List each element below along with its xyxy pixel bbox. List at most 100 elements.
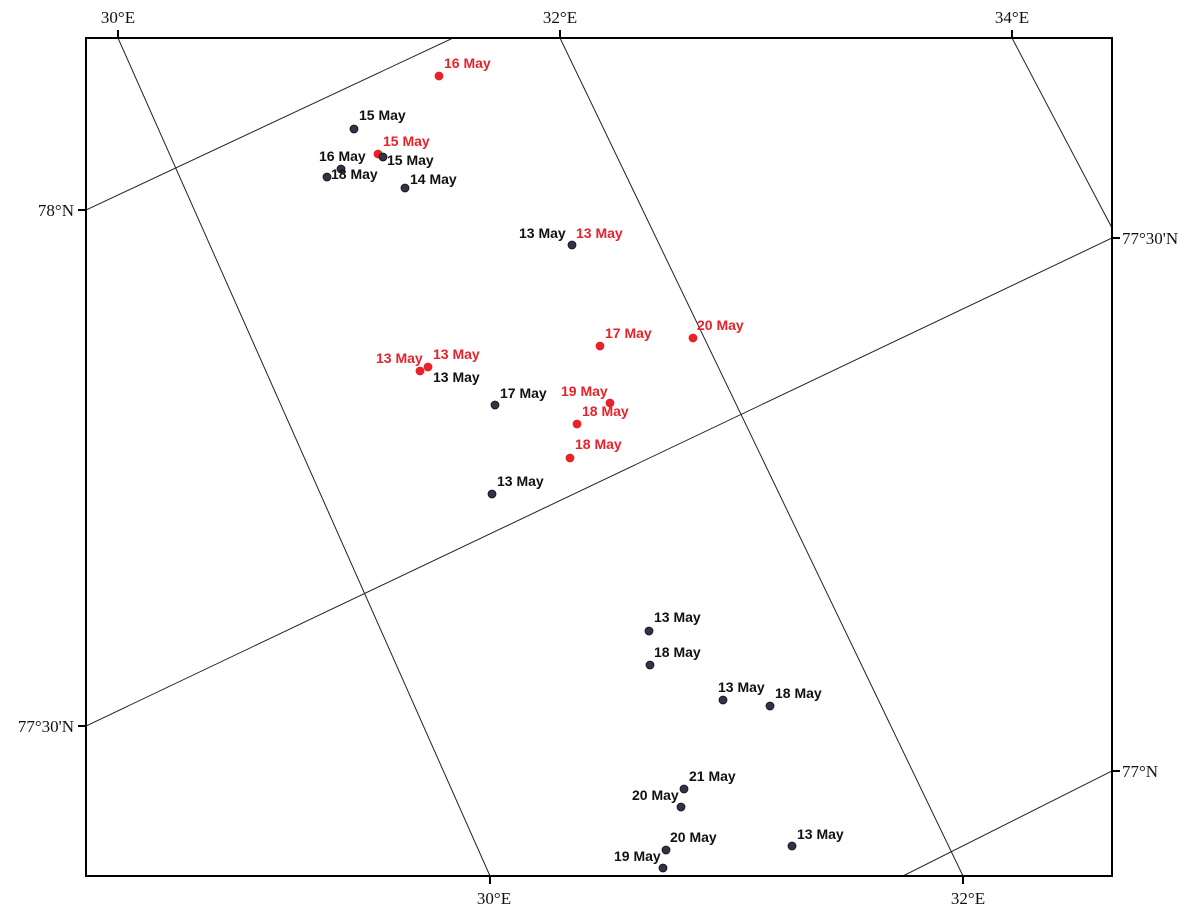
obs-marker — [595, 341, 605, 351]
observation-point: 18 May — [572, 403, 629, 429]
observation-point: 13 May — [423, 346, 480, 372]
map-frame — [85, 37, 1113, 877]
obs-marker — [423, 362, 433, 372]
observation-point: 15 May — [378, 152, 434, 168]
observation-point: 19 May — [614, 848, 668, 873]
obs-label: 20 May — [670, 829, 717, 845]
observation-point: 13 May — [787, 826, 844, 851]
observation-point: 13 May — [519, 225, 577, 250]
observation-point: 20 May — [688, 317, 744, 343]
parallel-line-77-30n — [86, 237, 1112, 727]
observation-point: 13 May — [376, 350, 425, 376]
obs-marker — [565, 453, 575, 463]
obs-label: 13 May — [376, 350, 423, 366]
obs-label: 14 May — [410, 171, 457, 187]
obs-label: 21 May — [689, 768, 736, 784]
top-label-34e: 34°E — [995, 8, 1029, 27]
right-label-77-30n: 77°30'N — [1122, 229, 1178, 248]
observation-layer: 16 May 15 May 15 May 16 May 15 May 18 Ma… — [319, 55, 844, 873]
obs-label: 13 May — [519, 225, 566, 241]
observation-point: 16 May — [434, 55, 491, 81]
obs-marker — [765, 701, 775, 711]
obs-label: 17 May — [500, 385, 547, 401]
obs-label: 18 May — [582, 403, 629, 419]
meridian-line-34e-upper — [1011, 38, 1112, 229]
obs-marker — [349, 124, 359, 134]
obs-label: 13 May — [433, 346, 480, 362]
obs-label: 13 May — [433, 369, 480, 385]
observation-point: 13 May — [487, 473, 544, 499]
observation-point: 17 May — [595, 325, 652, 351]
left-label-78n: 78°N — [38, 201, 74, 220]
obs-label: 13 May — [718, 679, 765, 695]
obs-label: 18 May — [331, 166, 378, 182]
obs-label: 13 May — [797, 826, 844, 842]
obs-label: 15 May — [387, 152, 434, 168]
top-label-30e: 30°E — [101, 8, 135, 27]
observation-point: 19 May — [561, 383, 615, 408]
obs-marker — [787, 841, 797, 851]
observation-point: 21 May — [679, 768, 736, 794]
parallel-line-77n — [902, 770, 1112, 876]
obs-label: 16 May — [444, 55, 491, 71]
obs-label: 16 May — [319, 148, 366, 164]
meridian-line-30e-upper — [117, 38, 491, 876]
observation-point: 20 May — [632, 787, 686, 812]
obs-marker — [567, 240, 577, 250]
obs-marker — [679, 784, 689, 794]
observation-point: 18 May — [765, 685, 822, 711]
obs-marker — [718, 695, 728, 705]
obs-label: 19 May — [614, 848, 661, 864]
observation-point: 17 May — [490, 385, 547, 410]
observation-point: 14 May — [400, 171, 457, 193]
observation-point: 13 May — [718, 679, 765, 705]
obs-marker — [605, 398, 615, 408]
parallel-line-78n — [86, 38, 454, 211]
observation-point: 13 May — [433, 369, 480, 385]
obs-label: 15 May — [359, 107, 406, 123]
meridian-line-32e-upper — [559, 38, 964, 876]
obs-label: 13 May — [654, 609, 701, 625]
observation-point: 15 May — [373, 133, 430, 159]
obs-marker — [490, 400, 500, 410]
obs-label: 20 May — [697, 317, 744, 333]
observation-point: 15 May — [349, 107, 406, 134]
obs-label: 13 May — [576, 225, 623, 241]
obs-label: 18 May — [654, 644, 701, 660]
observation-point: 13 May — [576, 225, 623, 241]
obs-marker — [644, 626, 654, 636]
observation-point: 18 May — [322, 166, 378, 182]
obs-label: 18 May — [775, 685, 822, 701]
observation-point: 18 May — [565, 436, 622, 463]
left-label-77-30n: 77°30'N — [18, 717, 74, 736]
bottom-label-30e: 30°E — [477, 889, 511, 908]
obs-marker — [434, 71, 444, 81]
obs-label: 17 May — [605, 325, 652, 341]
obs-label: 20 May — [632, 787, 679, 803]
obs-marker — [378, 152, 388, 162]
obs-label: 19 May — [561, 383, 608, 399]
obs-marker — [336, 164, 346, 174]
obs-label: 18 May — [575, 436, 622, 452]
axis-ticks — [78, 30, 1120, 884]
obs-marker — [322, 172, 332, 182]
axis-labels: 30°E 32°E 34°E 30°E 32°E 78°N 77°30'N 77… — [18, 8, 1178, 908]
obs-marker — [688, 333, 698, 343]
graticule — [86, 38, 1112, 876]
obs-marker — [676, 802, 686, 812]
observation-point: 18 May — [645, 644, 701, 670]
obs-marker — [487, 489, 497, 499]
observation-point: 20 May — [661, 829, 717, 855]
obs-marker — [661, 845, 671, 855]
obs-marker — [415, 366, 425, 376]
obs-marker — [400, 183, 410, 193]
obs-marker — [658, 863, 668, 873]
top-label-32e: 32°E — [543, 8, 577, 27]
observation-point: 13 May — [644, 609, 701, 636]
obs-marker — [572, 419, 582, 429]
bottom-label-32e: 32°E — [951, 889, 985, 908]
obs-marker — [645, 660, 655, 670]
obs-label: 15 May — [383, 133, 430, 149]
